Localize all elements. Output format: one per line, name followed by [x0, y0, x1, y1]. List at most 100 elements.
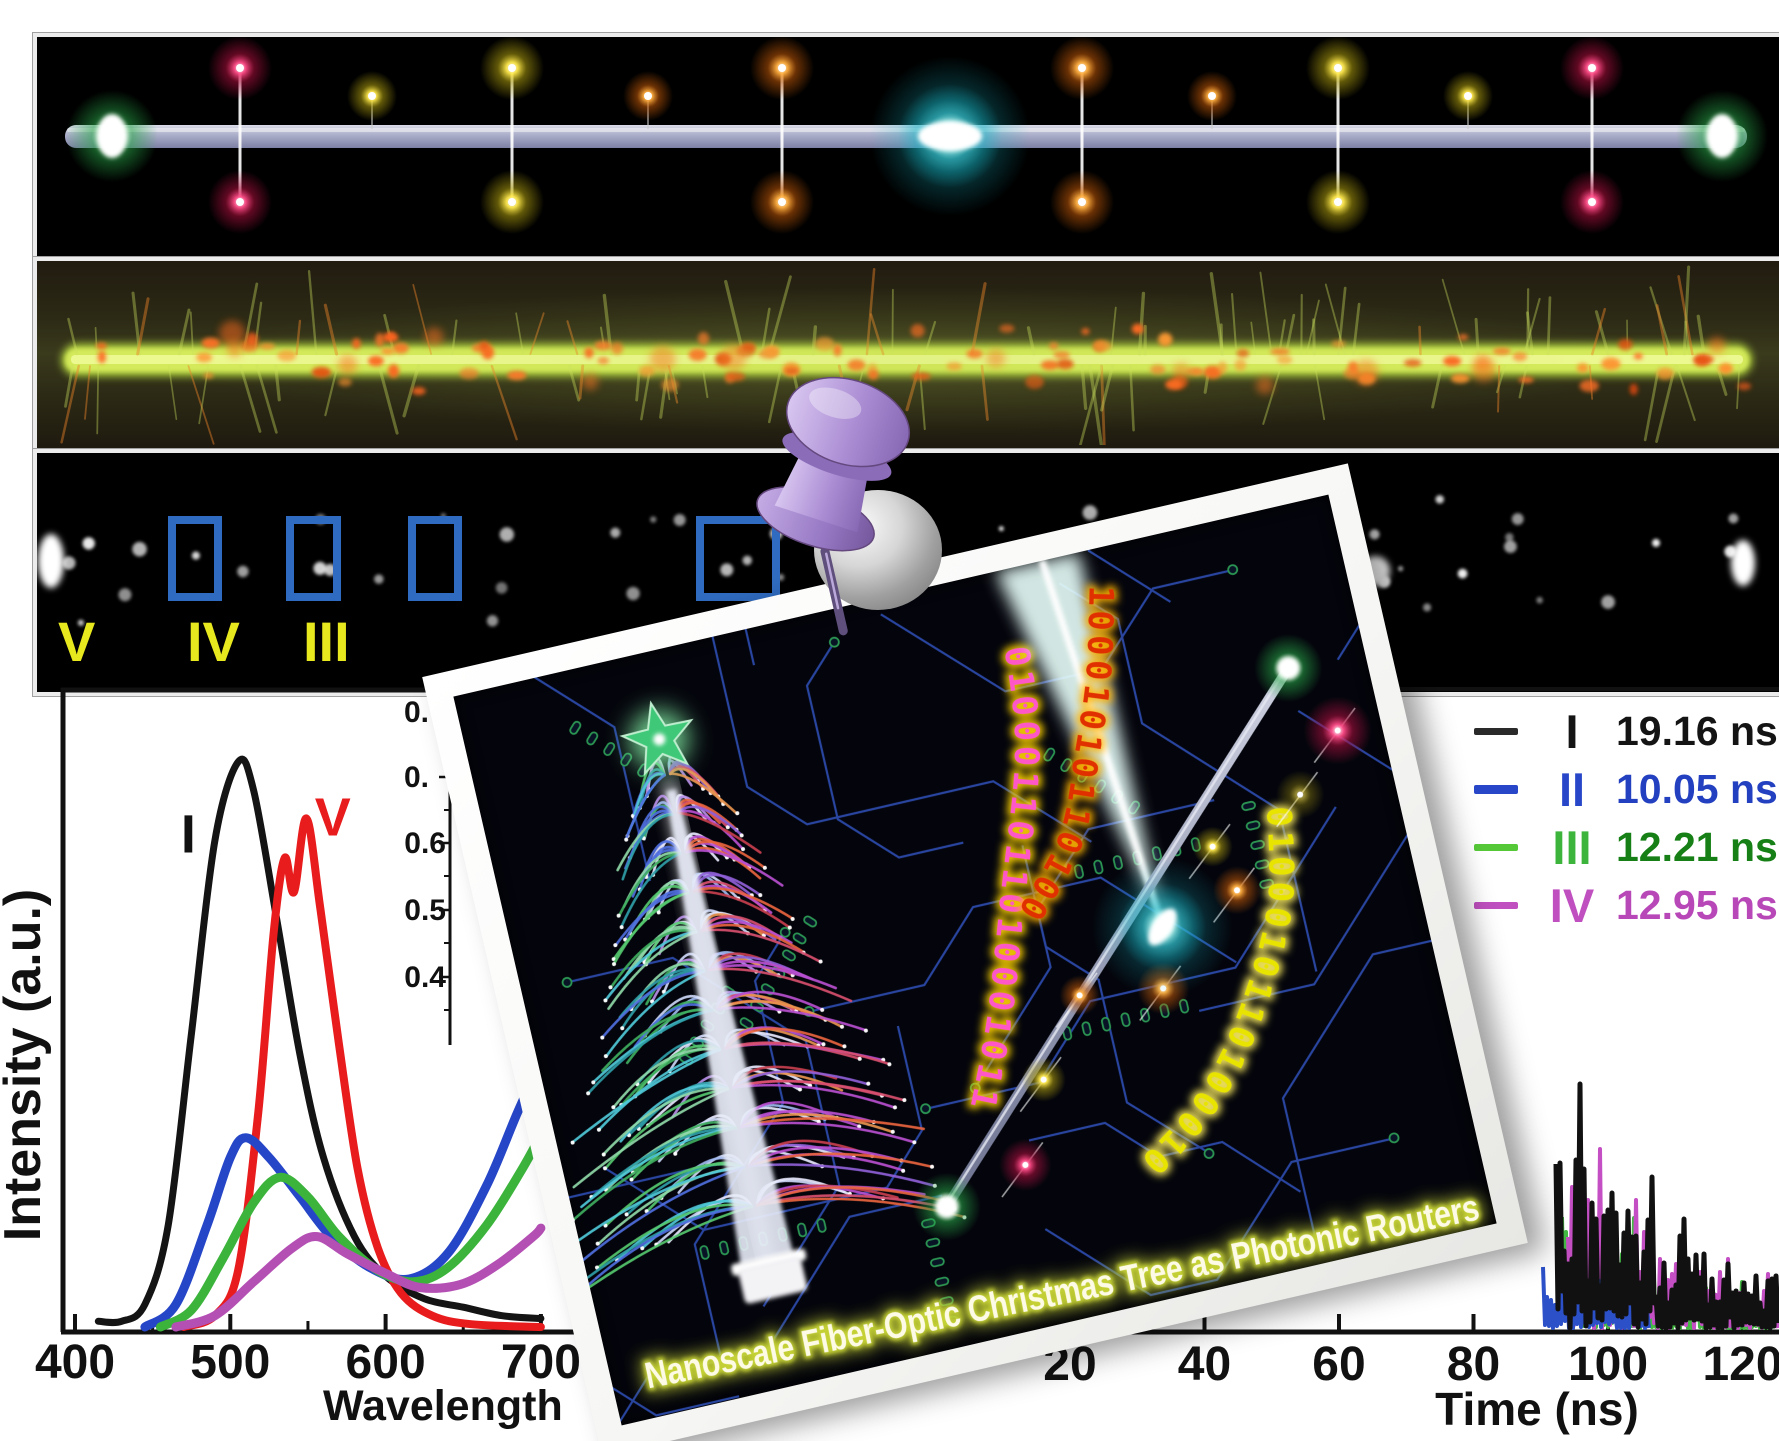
fluor-dot [196, 352, 212, 363]
tree-fiber [604, 930, 698, 1002]
inset-tick-label: 0. [404, 761, 429, 794]
wire-end-core [1707, 114, 1737, 158]
circuit-pad [1043, 747, 1056, 762]
fluor-dot [597, 357, 610, 365]
fluor-streak [1078, 364, 1103, 445]
spectra-curve-III [155, 1130, 546, 1332]
fluor-streak [1219, 323, 1224, 356]
fluor-streak [515, 312, 524, 355]
pushpin-needle-highlight [824, 552, 840, 610]
decay-tick-label: 120 [1702, 1338, 1779, 1391]
fluor-streak [1088, 364, 1103, 445]
tree-fiber-tip [603, 1166, 608, 1171]
tree-fiber-tip [611, 1105, 616, 1110]
fluor-dot [201, 337, 220, 349]
fluor-streak [1696, 314, 1706, 356]
tree-fiber-tip [820, 1007, 825, 1012]
tree-fiber [676, 801, 738, 831]
fluor-streak [1352, 302, 1361, 356]
circuit-pad [792, 932, 807, 945]
branch-dot [644, 92, 652, 100]
tree-fiber [571, 1048, 722, 1144]
decay-tick-label: 40 [1178, 1338, 1231, 1391]
fluor-streak [1231, 293, 1238, 356]
fluor-streak [767, 364, 783, 424]
schematic-drawing [65, 37, 1768, 234]
circuit-pad [1060, 758, 1073, 773]
tree-fiber-tip [758, 893, 763, 898]
fluor-dot [97, 350, 107, 364]
legend-numeral: I [1565, 704, 1579, 758]
fluor-dot [388, 364, 400, 378]
circuit-via [1227, 564, 1239, 576]
fluor-streak [67, 317, 79, 356]
branch-top-dot [1588, 64, 1596, 72]
tree-fiber-tip [601, 1152, 606, 1157]
fluorescence-drawing [60, 265, 1753, 445]
tree-fiber-tip [842, 1044, 847, 1049]
inset-tick-label: 0. [404, 696, 429, 729]
fluor-dot [1518, 376, 1534, 383]
tree-fiber-tip [603, 998, 608, 1003]
tree-fiber [586, 1009, 714, 1095]
pushpin-cap-highlight [809, 387, 862, 419]
circuit-pad [782, 949, 796, 962]
tree-fiber-tip [595, 1241, 600, 1246]
fluor-streak [578, 364, 585, 400]
fluor-streak [307, 269, 318, 356]
tree-fiber [724, 1042, 891, 1066]
fluor-dot [867, 369, 879, 380]
tree-fiber-tip [600, 1035, 605, 1040]
fluor-streak [1474, 317, 1480, 356]
circuit-pad [1101, 1016, 1112, 1032]
fluor-dot [966, 348, 983, 359]
tree-fiber [716, 1006, 868, 1032]
fluor-streak [255, 364, 278, 434]
spectra-curve-label-I: I [181, 804, 196, 864]
df-dot [374, 574, 384, 584]
tree-fiber-tip [798, 1087, 803, 1092]
pushpin-icon [756, 376, 942, 636]
fluor-dot [479, 340, 490, 351]
fluor-streak [980, 364, 989, 421]
fluor-streak [760, 307, 771, 356]
circuit-pad [1073, 864, 1084, 879]
circuit-pad [1120, 1012, 1131, 1028]
decay-tick-label: 80 [1447, 1338, 1500, 1391]
fluor-dot [1403, 359, 1422, 367]
branch-bottom-dot [236, 198, 244, 206]
df-dot [1511, 513, 1524, 525]
fluor-dot [1577, 363, 1589, 373]
fluor-streak [1526, 288, 1530, 356]
tree-fiber [692, 887, 795, 921]
fluor-streak [94, 326, 98, 355]
df-dot [1422, 603, 1432, 612]
circuit-pad [939, 1296, 954, 1307]
fluor-dot [1579, 379, 1599, 392]
circuit-pad [620, 752, 633, 767]
tree-fiber-tip [725, 825, 730, 830]
df-dot [1369, 529, 1380, 540]
fluor-streak [60, 364, 80, 444]
pushpin-cap [785, 376, 911, 468]
tree-fiber-tip [616, 913, 621, 918]
fluor-dot [1656, 367, 1674, 380]
fluor-dot [999, 324, 1015, 333]
circuit-pad [603, 742, 616, 756]
fluor-dot [763, 345, 780, 357]
fluor-blob [1172, 362, 1190, 381]
circuit-pad [816, 1218, 827, 1233]
df-dot [313, 561, 327, 575]
fluor-streak [136, 297, 150, 356]
fluor-dot [1234, 358, 1247, 371]
tree-fiber [676, 809, 745, 851]
fluor-dot [368, 355, 384, 367]
fluor-streak [659, 364, 670, 419]
fluor-dot [1049, 342, 1059, 350]
tree-fiber [638, 768, 666, 809]
circuit-trace [610, 1194, 943, 1426]
tree-fiber [604, 969, 706, 1058]
fluor-streak [1496, 364, 1507, 394]
fluor-blob [337, 354, 358, 375]
df-dot [1397, 566, 1404, 572]
